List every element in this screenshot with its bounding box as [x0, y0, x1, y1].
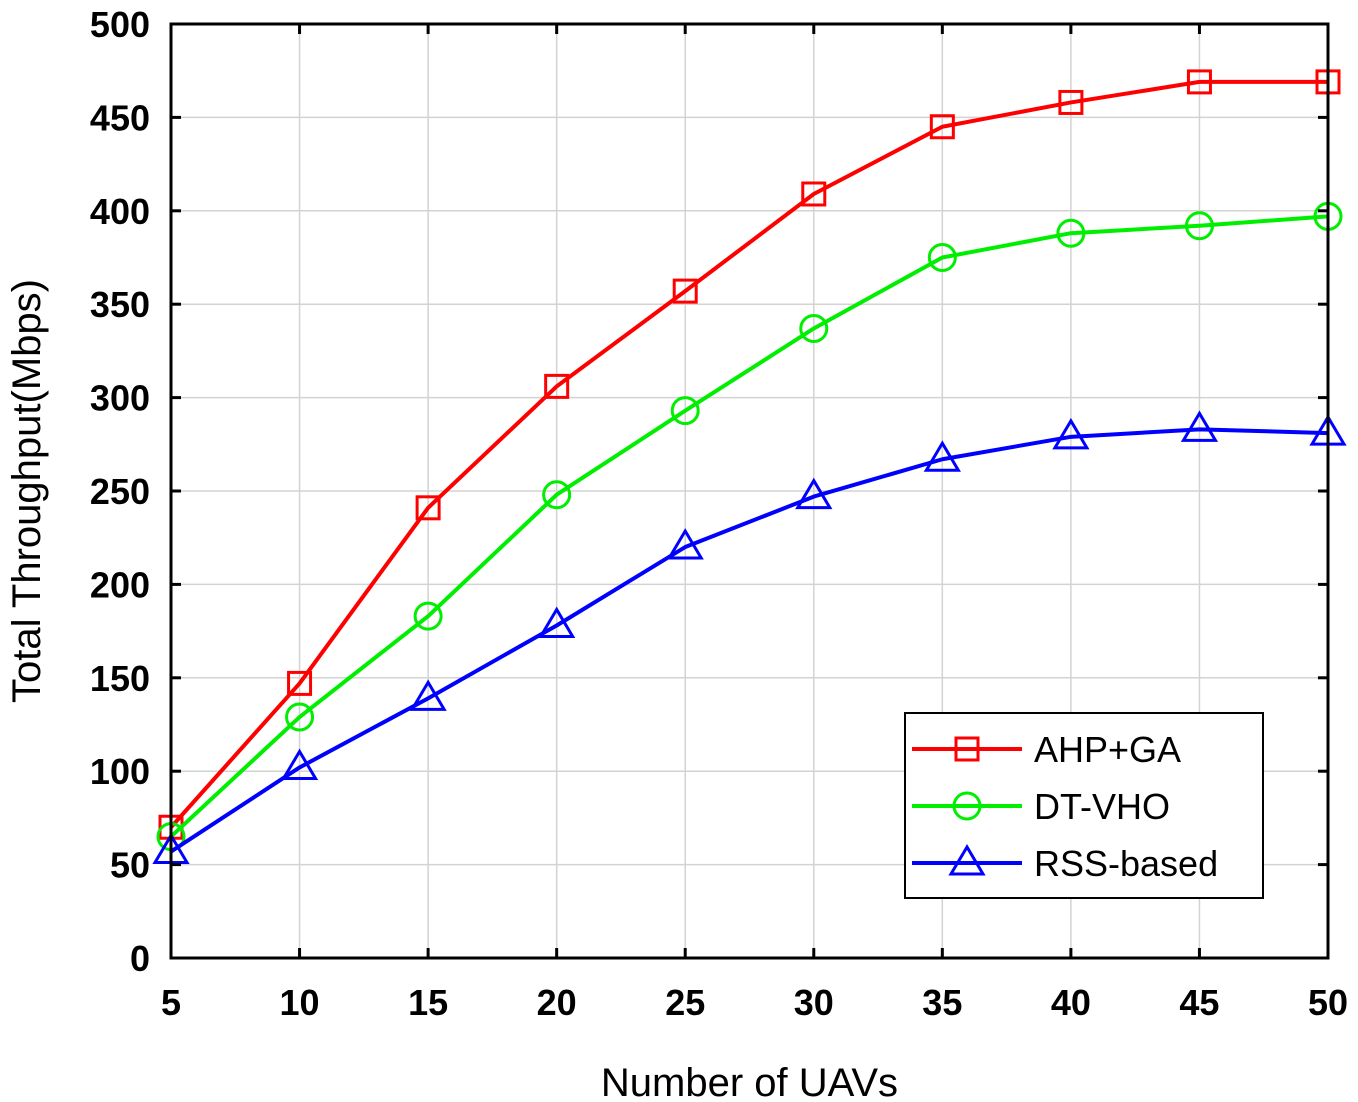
data-point — [666, 528, 704, 560]
legend-item: RSS-based — [912, 843, 1218, 884]
y-tick-label: 500 — [90, 4, 150, 45]
x-tick-label: 50 — [1308, 982, 1348, 1023]
legend-marker — [954, 736, 980, 762]
y-tick-label: 150 — [90, 658, 150, 699]
x-tick-label: 40 — [1051, 982, 1091, 1023]
data-point — [799, 313, 829, 343]
data-point — [801, 181, 827, 207]
x-tick-label: 30 — [794, 982, 834, 1023]
data-point — [538, 606, 576, 638]
x-axis-label: Number of UAVs — [601, 1061, 898, 1102]
data-point — [923, 440, 961, 472]
x-tick-label: 35 — [922, 982, 962, 1023]
data-point — [413, 601, 443, 631]
data-point — [542, 480, 572, 510]
y-tick-label: 350 — [90, 284, 150, 325]
y-tick-label: 250 — [90, 471, 150, 512]
y-tick-label: 450 — [90, 97, 150, 138]
y-tick-label: 0 — [130, 938, 150, 979]
data-point — [1058, 89, 1084, 115]
data-point — [409, 679, 447, 711]
y-tick-label: 300 — [90, 378, 150, 419]
x-tick-label: 45 — [1179, 982, 1219, 1023]
data-point — [285, 702, 315, 732]
legend-marker — [952, 791, 982, 821]
legend-label: DT-VHO — [1034, 786, 1170, 827]
data-point — [929, 114, 955, 140]
data-point — [795, 477, 833, 510]
series-line — [169, 427, 1329, 854]
data-point — [415, 495, 441, 521]
y-tick-label: 50 — [110, 845, 150, 886]
legend-item: AHP+GA — [912, 729, 1181, 770]
legend-label: AHP+GA — [1034, 729, 1181, 770]
x-tick-label: 25 — [665, 982, 705, 1023]
legend-marker — [948, 844, 986, 876]
series-ahp-ga — [158, 69, 1341, 840]
legend-item: DT-VHO — [912, 786, 1170, 827]
series-line — [169, 79, 1328, 829]
data-point — [544, 373, 570, 399]
axis-ticks: 5 10 15 20 25 30 35 40 45 50050100150200250300350… — [90, 4, 1348, 1023]
legend: AHP+GA DT-VHO RSS-based — [904, 712, 1264, 899]
y-tick-label: 100 — [90, 751, 150, 792]
data-point — [280, 748, 319, 780]
data-point — [672, 278, 698, 304]
data-point — [927, 243, 957, 272]
data-point — [1186, 69, 1212, 95]
x-tick-label: 20 — [537, 982, 577, 1023]
data-point — [287, 670, 313, 696]
data-point — [670, 396, 700, 426]
data-point — [1180, 410, 1219, 442]
data-point — [1056, 218, 1086, 248]
y-tick-label: 200 — [90, 564, 150, 605]
y-axis-label: Total Throughput(Mbps) — [5, 279, 49, 703]
series-line — [169, 214, 1329, 839]
series-group — [152, 69, 1347, 865]
grid-lines — [171, 24, 1328, 958]
legend-label: RSS-based — [1034, 843, 1218, 884]
data-point — [1184, 211, 1214, 241]
data-point — [1052, 417, 1090, 450]
x-tick-label: 15 — [408, 982, 448, 1023]
y-tick-label: 400 — [90, 191, 150, 232]
x-tick-label: 5 — [161, 982, 181, 1023]
x-tick-label: 10 — [280, 982, 320, 1023]
